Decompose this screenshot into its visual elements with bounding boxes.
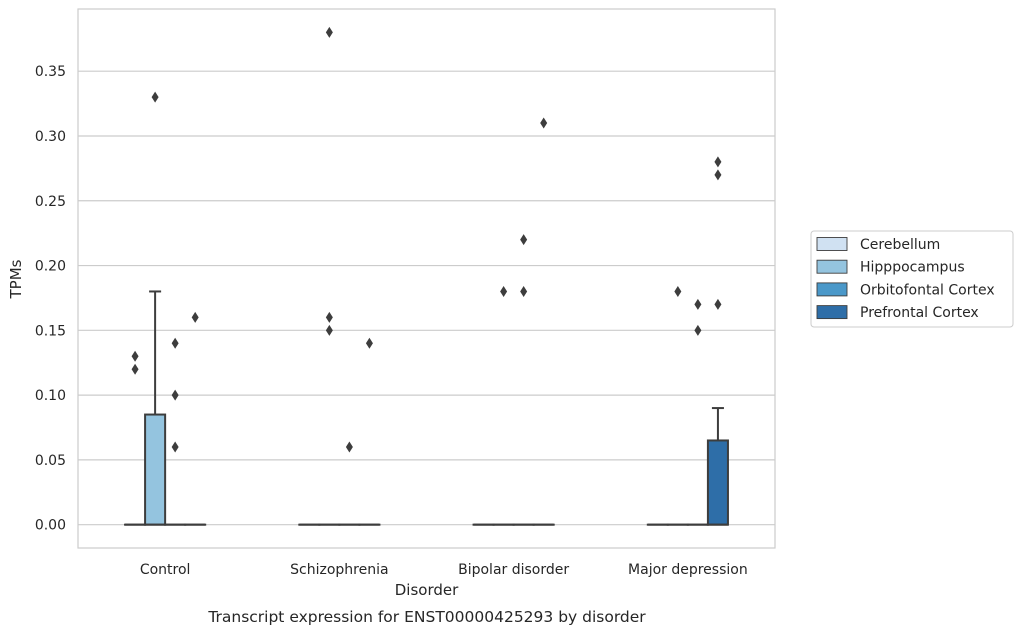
outlier-point [151,91,159,103]
y-tick-label: 0.05 [35,453,66,469]
outlier-point [325,324,333,336]
legend-label: Hipppocampus [860,260,965,276]
outlier-point [714,156,722,168]
outlier-point [694,298,702,310]
y-tick-label: 0.30 [35,129,66,145]
legend-label: Orbitofontal Cortex [860,282,995,298]
y-axis-ticks: 0.00 0.05 0.10 0.15 0.20 0.25 0.30 0.35 [35,64,66,533]
legend: Cerebellum Hipppocampus Orbitofontal Corte… [810,230,1014,328]
outlier-point [540,117,548,129]
outlier-point [714,298,722,310]
outlier-point [325,311,333,323]
outlier-point [171,389,179,401]
x-tick-label: Schizophrenia [290,562,388,578]
y-tick-label: 0.25 [35,194,66,210]
x-tick-label: Control [140,562,191,578]
legend-swatch [816,237,848,251]
y-axis-title: TPMs [7,259,25,299]
box [706,439,729,526]
plot-frame [77,8,776,549]
outlier-point [345,441,353,453]
grid-layer [78,70,775,526]
y-tick-label: 0.20 [35,259,66,275]
legend-label: Prefrontal Cortex [860,305,979,321]
outlier-point [714,169,722,181]
outlier-point [325,26,333,38]
outlier-point [171,441,179,453]
legend-swatch [816,259,848,274]
outlier-point [365,337,373,349]
outlier-layer [131,26,722,453]
outlier-point [694,324,702,336]
x-tick-label: Bipolar disorder [458,562,569,578]
legend-label: Cerebellum [860,237,940,253]
legend-swatch [816,305,848,320]
legend-items: Cerebellum Hipppocampus Orbitofontal Corte… [816,237,995,321]
legend-frame [810,230,1014,328]
chart-caption: Transcript expression for ENST0000042529… [207,608,646,626]
outlier-point [520,285,528,297]
x-tick-label: Major depression [628,562,748,578]
legend-swatch [816,282,848,297]
box [144,413,167,526]
box-layer [124,290,729,526]
y-tick-label: 0.35 [35,64,66,80]
outlier-point [191,311,199,323]
y-tick-label: 0.15 [35,323,66,339]
y-tick-label: 0.10 [35,388,66,404]
outlier-point [500,285,508,297]
outlier-point [131,350,139,362]
outlier-point [171,337,179,349]
outlier-point [674,285,682,297]
x-axis-ticks: Control Schizophrenia Bipolar disorder Majo… [140,562,748,578]
x-axis-title: Disorder [395,581,459,599]
y-tick-label: 0.00 [35,518,66,534]
outlier-point [131,363,139,375]
outlier-point [520,234,528,246]
